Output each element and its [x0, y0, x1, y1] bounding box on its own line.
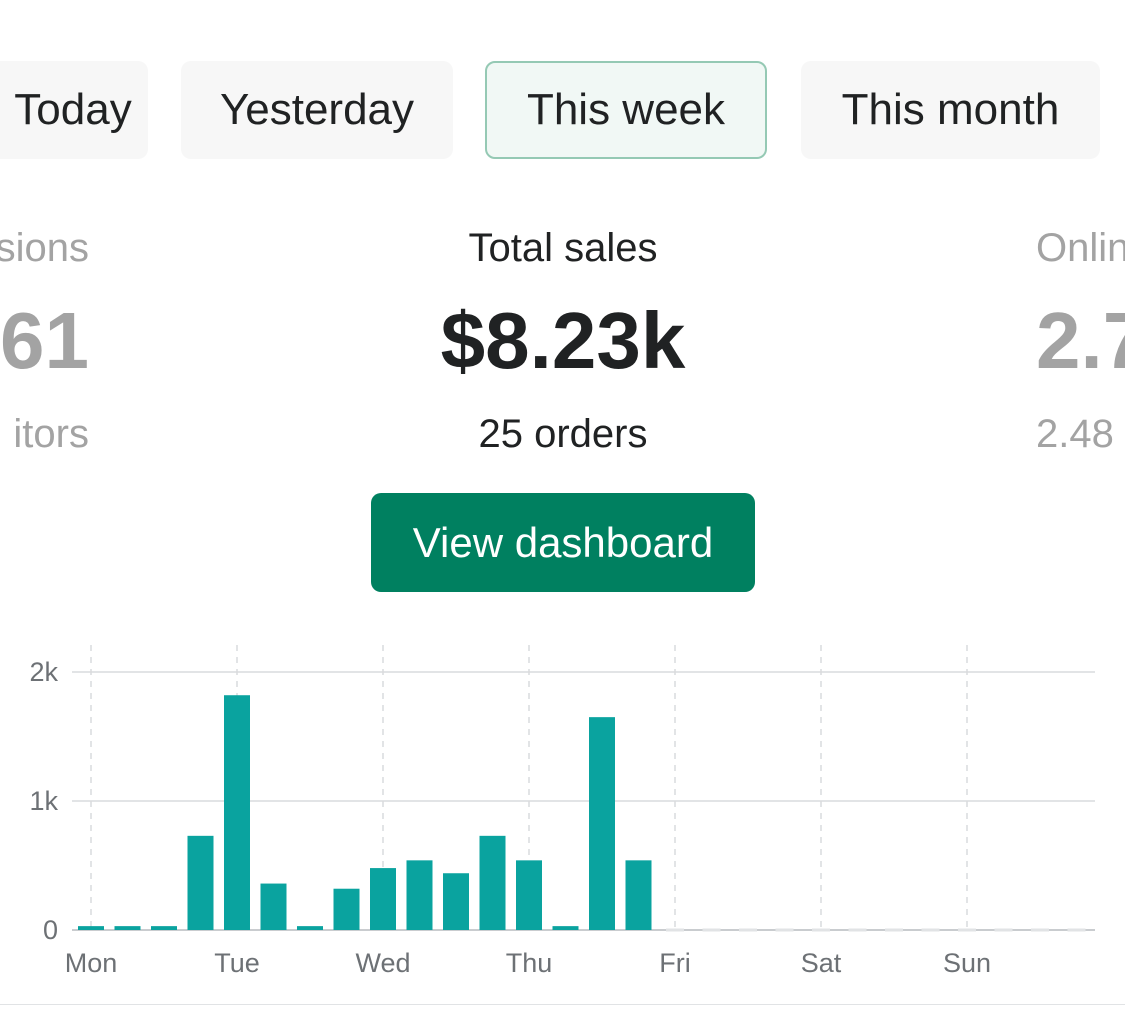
chart-bar — [78, 926, 104, 930]
chart-bar — [370, 868, 396, 930]
view-dashboard-button[interactable]: View dashboard — [371, 493, 755, 592]
chart-bar — [224, 695, 250, 930]
tab-this-month[interactable]: This month — [801, 61, 1100, 159]
metric-sessions-value: 61 — [0, 296, 89, 385]
x-tick-label: Mon — [65, 948, 118, 978]
metric-total-sales-label: Total sales — [468, 226, 658, 270]
chart-bar — [187, 835, 214, 930]
chart-bar — [406, 860, 433, 930]
tab-yesterday[interactable]: Yesterday — [181, 61, 453, 159]
chart-bar — [297, 926, 323, 930]
x-tick-label: Thu — [506, 948, 553, 978]
bottom-divider — [0, 1004, 1125, 1005]
x-tick-label: Tue — [214, 948, 260, 978]
y-tick-label: 0 — [43, 915, 58, 945]
tab-this-week[interactable]: This week — [485, 61, 767, 159]
chart-bar — [333, 888, 360, 930]
view-dashboard-label: View dashboard — [412, 518, 714, 566]
metric-sessions: sions 61 itors — [0, 226, 89, 456]
tab-this-week-label: This week — [526, 85, 726, 134]
x-tick-label: Wed — [355, 948, 410, 978]
sales-chart: 0 1k 2k Mon Tue Wed Thu Fri Sat Sun — [29, 645, 1095, 978]
chart-bar — [443, 873, 469, 930]
metric-total-sales: Total sales $8.23k 25 orders — [363, 226, 763, 456]
chart-bar — [589, 717, 615, 930]
metric-total-sales-value: $8.23k — [440, 296, 686, 385]
y-tick-label: 2k — [29, 657, 58, 687]
tab-today-label: Today — [14, 85, 132, 134]
chart-bar — [479, 835, 506, 930]
metric-sessions-sub: itors — [13, 412, 89, 456]
tab-yesterday-label: Yesterday — [219, 85, 415, 134]
metric-online-store-value: 2.7 — [1036, 296, 1125, 385]
metric-online-store: Onlin 2.7 2.48 — [1036, 226, 1125, 456]
chart-bar — [516, 860, 542, 930]
x-tick-label: Sat — [801, 948, 842, 978]
tab-today[interactable]: Today — [0, 61, 148, 159]
chart-bar — [625, 860, 652, 930]
chart-bar — [151, 926, 177, 930]
tab-this-month-label: This month — [841, 85, 1060, 134]
metric-sessions-label: sions — [0, 226, 89, 270]
chart-bar — [114, 926, 141, 930]
x-tick-label: Fri — [659, 948, 690, 978]
metric-online-store-sub: 2.48 — [1036, 412, 1114, 456]
x-tick-label: Sun — [943, 948, 991, 978]
metric-total-sales-orders: 25 orders — [478, 412, 648, 456]
chart-bar — [260, 883, 287, 930]
metric-online-store-label: Onlin — [1036, 226, 1125, 270]
y-tick-label: 1k — [29, 786, 58, 816]
chart-bar — [552, 926, 579, 930]
